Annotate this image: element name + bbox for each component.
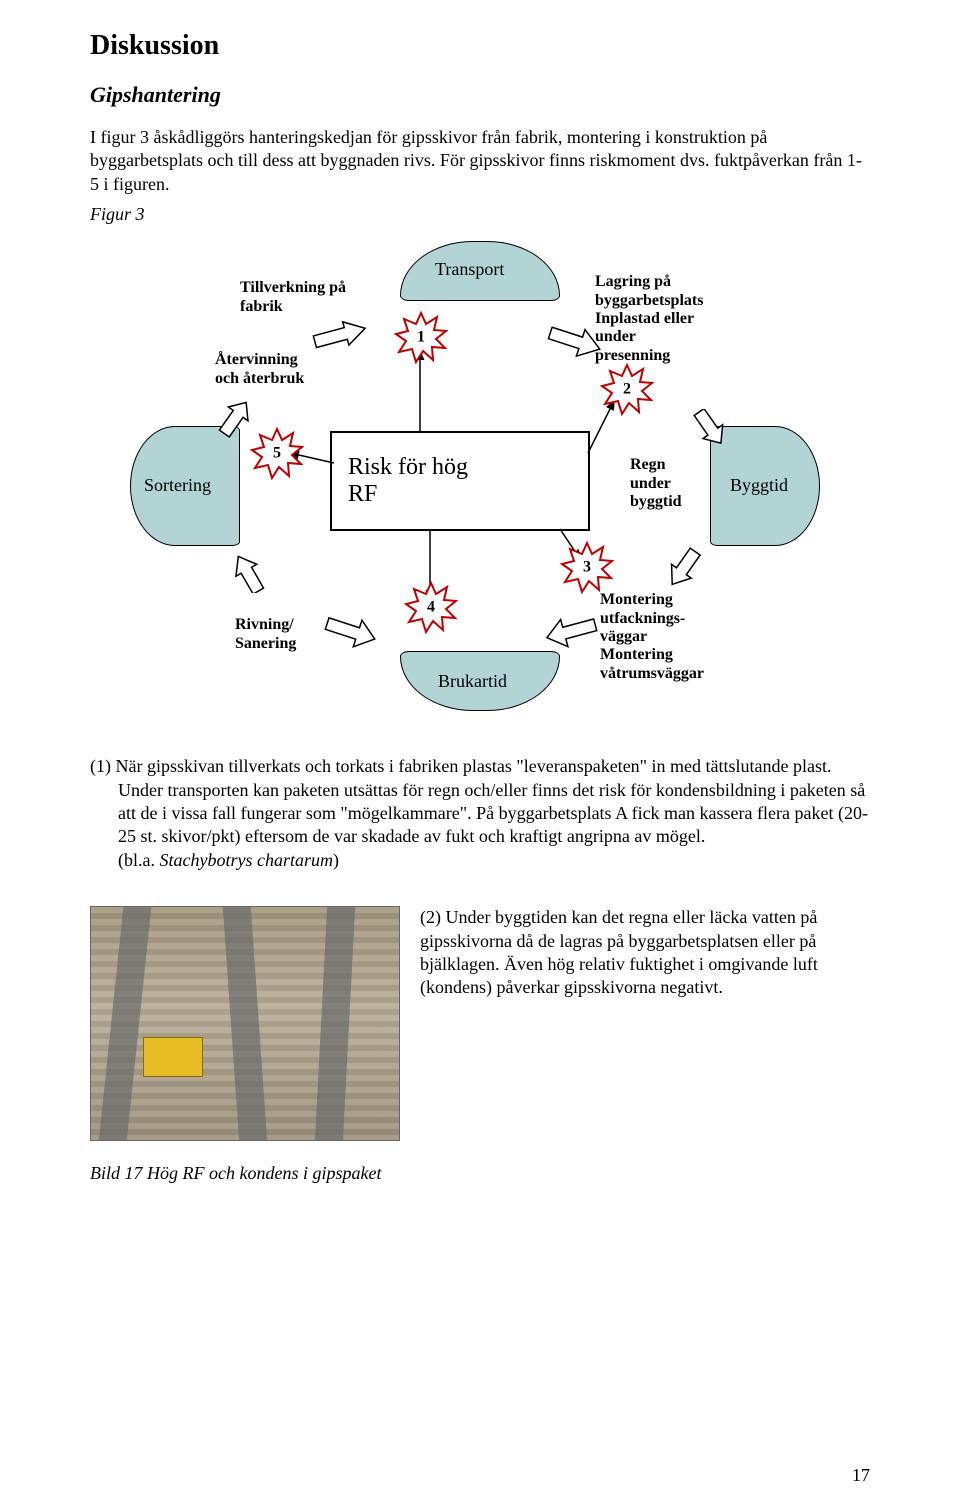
photo-yellow-tag	[143, 1037, 203, 1077]
star-4: 4	[404, 581, 458, 635]
star-5: 5	[250, 427, 304, 481]
photo-caption: Bild 17 Hög RF och kondens i gipspaket	[90, 1163, 870, 1184]
page-number: 17	[852, 1465, 870, 1486]
photo-row: (2) Under byggtiden kan det regna eller …	[90, 906, 870, 1141]
figure-label: Figur 3	[90, 204, 870, 225]
legend-1: (1) När gipsskivan tillverkats och torka…	[90, 755, 870, 872]
section-subtitle: Gipshantering	[90, 82, 870, 108]
legend-2: (2) Under byggtiden kan det regna eller …	[420, 906, 870, 1000]
star-1: 1	[394, 311, 448, 365]
photo-bild17	[90, 906, 400, 1141]
center-arrows	[90, 231, 870, 731]
star-3: 3	[560, 541, 614, 595]
page-title: Diskussion	[90, 30, 870, 62]
intro-paragraph: I figur 3 åskådliggörs hanteringskedjan …	[90, 126, 870, 196]
star-2: 2	[600, 363, 654, 417]
figure3-diagram: Transport Sortering Byggtid Brukartid Ri…	[90, 231, 870, 731]
